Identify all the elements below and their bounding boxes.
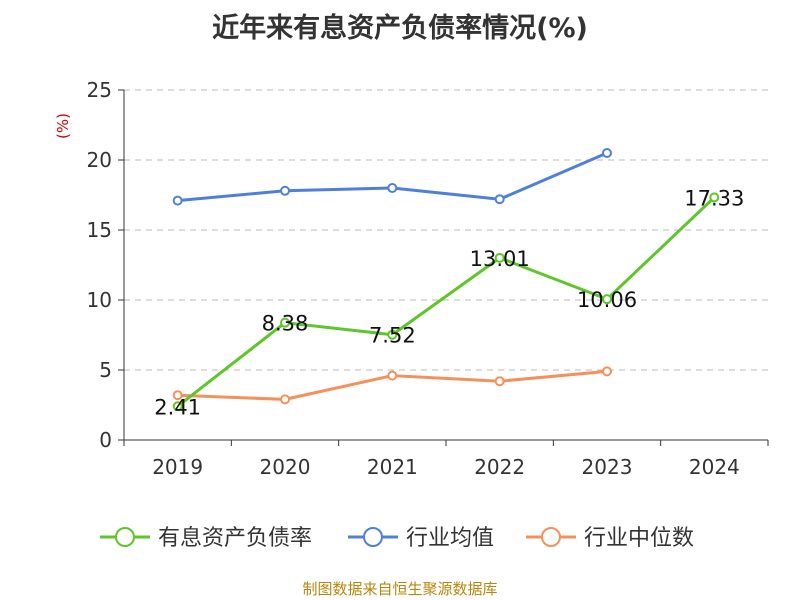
legend-label-industry_median: 行业中位数 — [584, 526, 694, 551]
data-point-debt_ratio-2020 — [280, 317, 290, 328]
y-tick-label-20: 20 — [87, 148, 112, 172]
data-source-note: 制图数据来自恒生聚源数据库 — [302, 580, 498, 598]
series-group — [172, 148, 720, 412]
x-tick-label-2023: 2023 — [582, 455, 633, 479]
legend-item-industry_avg[interactable]: 行业均值 — [348, 526, 494, 551]
data-point-debt_ratio-2022 — [494, 252, 505, 263]
legend-label-industry_avg: 行业均值 — [406, 526, 494, 551]
legend-item-debt_ratio[interactable]: 有息资产负债率 — [100, 526, 312, 551]
legend-label-debt_ratio: 有息资产负债率 — [158, 526, 312, 551]
y-tick-label-5: 5 — [99, 358, 112, 382]
data-label-debt_ratio-2020: 8.38 — [262, 312, 309, 336]
data-point-debt_ratio-2024 — [709, 192, 720, 203]
data-point-industry_avg-2023 — [602, 148, 612, 158]
data-label-debt_ratio-2021: 7.52 — [369, 324, 416, 348]
y-axis-label: (%) — [54, 113, 72, 139]
data-point-industry_median-2021 — [387, 370, 398, 381]
data-label-debt_ratio-2024: 17.33 — [684, 186, 744, 210]
data-point-industry_avg-2020 — [280, 185, 290, 196]
data-point-debt_ratio-2019 — [172, 401, 183, 412]
data-labels: 2.41 8.38 7.52 13.01 10.06 17.33 — [154, 186, 744, 419]
grid-lines — [124, 89, 768, 371]
data-label-debt_ratio-2019: 2.41 — [154, 395, 201, 419]
x-tick-label-2024: 2024 — [689, 455, 740, 479]
data-point-industry_avg-2022 — [494, 194, 505, 205]
legend-item-industry_median[interactable]: 行业中位数 — [526, 526, 694, 551]
data-point-industry_median-2019 — [172, 390, 183, 401]
chart-title: 近年来有息资产负债率情况(%) — [212, 13, 588, 44]
legend-marker-industry_avg — [363, 527, 383, 547]
axes: 0 5 10 15 20 25 2019 2020 2021 2022 2023 2024 (%) — [54, 78, 769, 479]
x-tick-label-2019: 2019 — [152, 455, 203, 479]
data-point-industry_avg-2019 — [172, 195, 183, 206]
data-point-industry_avg-2021 — [387, 183, 398, 193]
data-point-debt_ratio-2021 — [387, 329, 398, 340]
legend-marker-debt_ratio — [115, 527, 135, 547]
y-tick-label-25: 25 — [87, 78, 112, 102]
y-tick-label-0: 0 — [99, 428, 112, 452]
legend[interactable]: 有息资产负债率 行业均值 行业中位数 — [100, 526, 694, 551]
x-tick-label-2021: 2021 — [367, 455, 418, 479]
data-label-debt_ratio-2022: 13.01 — [470, 247, 530, 271]
data-point-industry_median-2022 — [494, 376, 505, 387]
y-tick-label-10: 10 — [87, 288, 112, 312]
x-tick-label-2022: 2022 — [474, 455, 525, 479]
legend-marker-industry_median — [541, 527, 561, 547]
data-point-industry_median-2020 — [280, 394, 290, 405]
x-tick-label-2020: 2020 — [260, 455, 311, 479]
data-point-industry_median-2023 — [602, 366, 612, 377]
data-point-debt_ratio-2023 — [602, 294, 612, 305]
series-line-debt_ratio — [176, 196, 716, 408]
y-tick-label-15: 15 — [87, 218, 112, 242]
data-label-debt_ratio-2023: 10.06 — [577, 288, 637, 312]
